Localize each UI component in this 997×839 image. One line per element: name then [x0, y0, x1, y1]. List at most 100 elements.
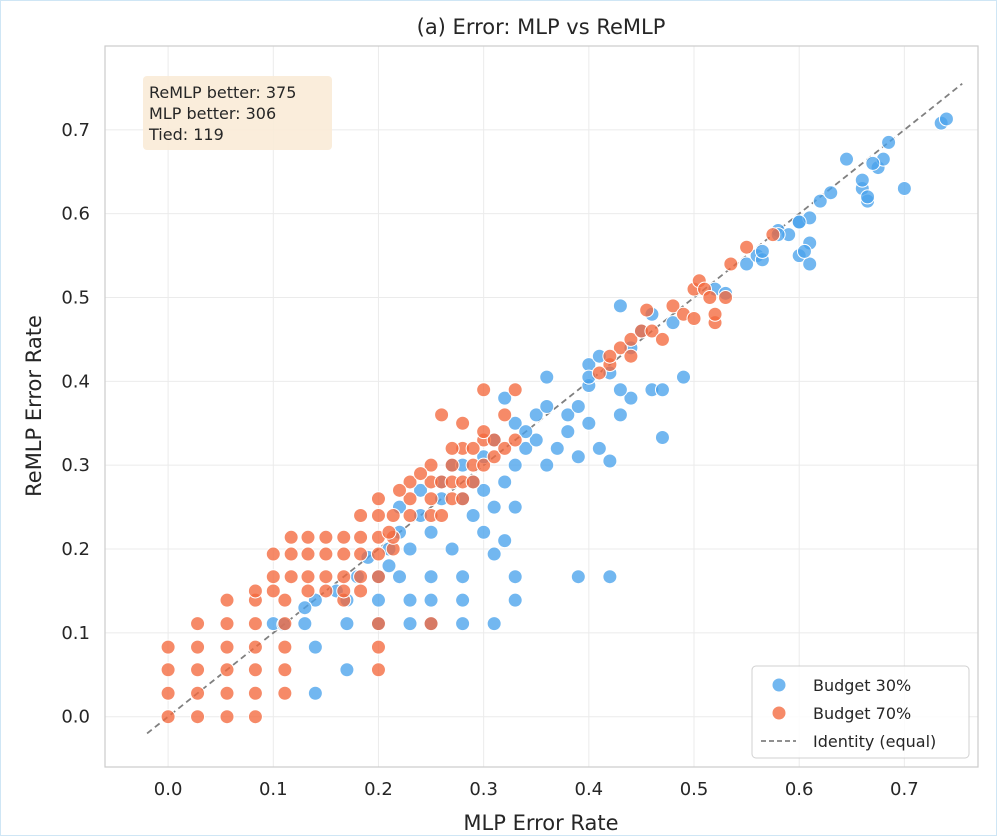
x-tick-label: 0.7 — [890, 779, 919, 800]
data-point — [791, 214, 807, 230]
data-point — [518, 424, 534, 440]
data-point — [507, 415, 523, 431]
data-point — [539, 369, 555, 385]
data-point — [486, 546, 502, 562]
data-point — [465, 440, 481, 456]
data-point — [486, 499, 502, 515]
data-point — [402, 541, 418, 557]
data-point — [160, 639, 176, 655]
data-point — [486, 432, 502, 448]
data-point — [318, 583, 334, 599]
data-point — [549, 440, 565, 456]
data-point — [370, 569, 386, 585]
data-point — [297, 600, 313, 616]
data-point — [612, 340, 628, 356]
data-point — [754, 243, 770, 259]
data-point — [370, 491, 386, 507]
x-tick-label: 0.2 — [364, 779, 393, 800]
data-point — [423, 592, 439, 608]
series-budget-70 — [160, 227, 781, 725]
data-point — [497, 474, 513, 490]
data-point — [336, 546, 352, 562]
data-point — [476, 424, 492, 440]
data-point — [702, 290, 718, 306]
data-point — [353, 507, 369, 523]
data-point — [623, 390, 639, 406]
legend: Budget 30% Budget 70% Identity (equal) — [751, 665, 970, 759]
data-point — [307, 685, 323, 701]
data-point — [247, 639, 263, 655]
data-point — [518, 440, 534, 456]
data-point — [402, 474, 418, 490]
data-point — [265, 546, 281, 562]
data-point — [497, 407, 513, 423]
data-point — [881, 134, 897, 150]
data-point — [190, 616, 206, 632]
x-tick-label: 0.3 — [469, 779, 498, 800]
data-point — [476, 382, 492, 398]
data-point — [455, 592, 471, 608]
data-point — [612, 298, 628, 314]
data-point — [476, 482, 492, 498]
data-point — [465, 474, 481, 490]
data-point — [938, 111, 954, 127]
y-tick-label: 0.7 — [61, 120, 90, 141]
data-point — [497, 440, 513, 456]
data-point — [455, 415, 471, 431]
data-point — [413, 466, 429, 482]
data-point — [839, 151, 855, 167]
data-point — [539, 457, 555, 473]
data-point — [497, 533, 513, 549]
data-point — [602, 453, 618, 469]
legend-label-budget-30: Budget 30% — [813, 676, 911, 695]
data-point — [507, 499, 523, 515]
data-point — [318, 569, 334, 585]
data-point — [455, 491, 471, 507]
data-point — [370, 616, 386, 632]
data-point — [423, 569, 439, 585]
data-point — [265, 569, 281, 585]
data-point — [190, 685, 206, 701]
data-point — [370, 662, 386, 678]
data-point — [247, 616, 263, 632]
data-point — [723, 256, 739, 272]
data-point — [370, 639, 386, 655]
data-point — [370, 546, 386, 562]
data-point — [247, 685, 263, 701]
data-point — [277, 592, 293, 608]
data-point — [707, 306, 723, 322]
data-point — [686, 310, 702, 326]
series-budget-30 — [265, 111, 954, 701]
data-point — [865, 155, 881, 171]
data-point — [339, 616, 355, 632]
data-point — [300, 583, 316, 599]
data-point — [370, 592, 386, 608]
data-point — [476, 524, 492, 540]
data-point — [570, 449, 586, 465]
data-point — [385, 507, 401, 523]
data-point — [591, 440, 607, 456]
data-point — [591, 365, 607, 381]
data-point — [486, 616, 502, 632]
data-point — [160, 685, 176, 701]
data-point — [283, 569, 299, 585]
data-point — [812, 193, 828, 209]
data-point — [602, 348, 618, 364]
legend-marker-budget-70 — [771, 705, 787, 721]
data-point — [283, 529, 299, 545]
data-point — [644, 323, 660, 339]
data-point — [444, 440, 460, 456]
data-point — [336, 569, 352, 585]
data-point — [639, 302, 655, 318]
legend-label-identity: Identity (equal) — [813, 732, 936, 751]
data-point — [219, 639, 235, 655]
data-point — [434, 407, 450, 423]
y-tick-label: 0.1 — [61, 623, 90, 644]
stats-annotation-box — [143, 76, 332, 150]
data-point — [444, 541, 460, 557]
data-point — [560, 424, 576, 440]
data-point — [718, 290, 734, 306]
data-point — [265, 583, 281, 599]
data-point — [507, 457, 523, 473]
data-point — [402, 491, 418, 507]
